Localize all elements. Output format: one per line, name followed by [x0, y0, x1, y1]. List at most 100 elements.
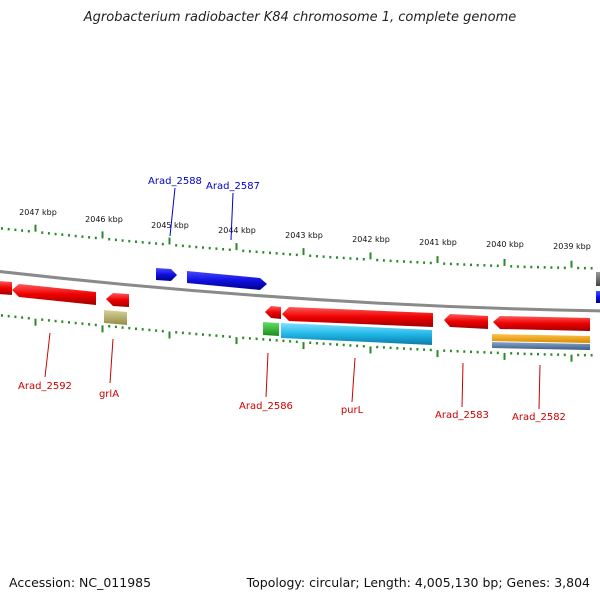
- major-tick: [34, 224, 37, 232]
- label-arad-2582[interactable]: Arad_2582: [512, 412, 566, 423]
- minor-tick: [14, 228, 17, 232]
- minor-tick: [208, 333, 211, 337]
- minor-tick: [423, 348, 426, 351]
- genome-backbone: [0, 270, 600, 313]
- minor-tick: [135, 327, 137, 330]
- gene-right-edge-blue[interactable]: [596, 291, 600, 303]
- gene-arad-2592[interactable]: [12, 284, 96, 305]
- major-tick: [168, 331, 171, 339]
- tick-label-2044: 2044 kbp: [218, 226, 256, 235]
- gene-arad-2582-orange[interactable]: [492, 334, 590, 343]
- minor-tick: [476, 350, 479, 354]
- minor-tick: [349, 344, 352, 347]
- minor-tick: [262, 251, 265, 254]
- accession-text: Accession: NC_011985: [9, 575, 152, 590]
- minor-tick: [61, 320, 64, 323]
- tick-label-2041: 2041 kbp: [419, 238, 457, 247]
- gene-green[interactable]: [263, 322, 279, 336]
- minor-tick: [275, 252, 278, 255]
- minor-tick: [228, 248, 231, 251]
- minor-tick: [543, 353, 546, 356]
- major-tick: [101, 325, 104, 333]
- minor-tick: [242, 336, 245, 340]
- gene-arad-2583[interactable]: [444, 314, 488, 329]
- minor-tick: [14, 315, 17, 319]
- minor-tick: [336, 256, 338, 259]
- tick-label-2046: 2046 kbp: [85, 215, 123, 224]
- minor-tick: [248, 250, 251, 253]
- gene-rna-olive[interactable]: [104, 310, 127, 325]
- minor-tick: [396, 347, 399, 350]
- minor-tick: [148, 241, 151, 245]
- forward-gene-labels: Arad_2588 Arad_2587: [148, 176, 260, 241]
- gene-arad-2582-steel[interactable]: [492, 342, 590, 350]
- minor-tick: [550, 266, 553, 269]
- minor-tick: [161, 329, 164, 333]
- minor-tick: [188, 245, 191, 248]
- minor-tick: [523, 352, 526, 356]
- minor-tick: [54, 232, 57, 236]
- minor-tick: [329, 342, 332, 346]
- minor-tick: [21, 229, 24, 232]
- minor-tick: [456, 350, 459, 353]
- leader-arad-2588: [169, 187, 176, 237]
- minor-tick: [248, 337, 251, 340]
- minor-tick: [516, 265, 519, 268]
- minor-tick: [449, 349, 452, 353]
- label-arad-2583[interactable]: Arad_2583: [435, 410, 489, 421]
- minor-tick: [275, 339, 278, 342]
- minor-tick: [295, 340, 298, 344]
- major-tick: [503, 258, 506, 266]
- minor-tick: [155, 242, 158, 245]
- minor-tick: [362, 345, 365, 348]
- gene-left-edge[interactable]: [0, 281, 12, 295]
- minor-tick: [108, 238, 111, 241]
- label-arad-2586[interactable]: Arad_2586: [239, 401, 293, 412]
- gene-right-edge-gray[interactable]: [596, 272, 600, 286]
- label-grlA[interactable]: grlA: [99, 389, 119, 400]
- minor-tick: [315, 255, 318, 258]
- minor-tick: [94, 236, 97, 240]
- minor-tick: [128, 326, 131, 330]
- gene-arad-2582-red[interactable]: [493, 316, 590, 331]
- gene-arad-2586[interactable]: [265, 306, 281, 319]
- label-arad-2587[interactable]: Arad_2587: [206, 181, 260, 192]
- label-arad-2588[interactable]: Arad_2588: [148, 176, 202, 187]
- gene-purL-red[interactable]: [282, 307, 433, 327]
- leader-arad-2592: [44, 332, 51, 378]
- label-purL[interactable]: purL: [341, 405, 364, 416]
- minor-tick: [7, 227, 10, 231]
- minor-tick: [202, 246, 204, 249]
- minor-tick: [530, 265, 533, 269]
- minor-tick: [490, 264, 493, 267]
- gene-arad-2588[interactable]: [156, 268, 177, 281]
- tick-label-2047: 2047 kbp: [19, 208, 57, 217]
- minor-tick: [389, 346, 392, 350]
- minor-tick: [54, 319, 57, 323]
- minor-tick: [289, 253, 292, 256]
- topology-text: Topology: circular; Length: 4,005,130 bp…: [246, 575, 590, 590]
- minor-tick: [443, 349, 446, 352]
- minor-tick: [295, 253, 298, 257]
- minor-tick: [135, 240, 137, 243]
- label-arad-2592[interactable]: Arad_2592: [18, 381, 72, 392]
- minor-tick: [309, 341, 312, 344]
- reverse-gene-labels: Arad_2592 grlA Arad_2586 purL Arad_2583 …: [18, 332, 566, 423]
- minor-tick: [516, 352, 519, 355]
- kbp-tick-labels: 2047 kbp 2046 kbp 2045 kbp 2044 kbp 2043…: [19, 208, 591, 251]
- minor-tick: [590, 354, 593, 357]
- gene-grlA[interactable]: [106, 293, 129, 307]
- minor-tick: [27, 317, 30, 320]
- minor-tick: [222, 248, 225, 251]
- gene-purL-cyan[interactable]: [281, 323, 432, 345]
- minor-tick: [94, 323, 97, 327]
- minor-tick: [141, 241, 144, 244]
- minor-tick: [537, 265, 539, 269]
- minor-tick: [429, 348, 432, 352]
- minor-tick: [557, 266, 560, 269]
- minor-tick: [195, 245, 198, 249]
- gene-arad-2587[interactable]: [187, 271, 267, 290]
- minor-tick: [523, 265, 526, 269]
- minor-tick: [403, 260, 405, 263]
